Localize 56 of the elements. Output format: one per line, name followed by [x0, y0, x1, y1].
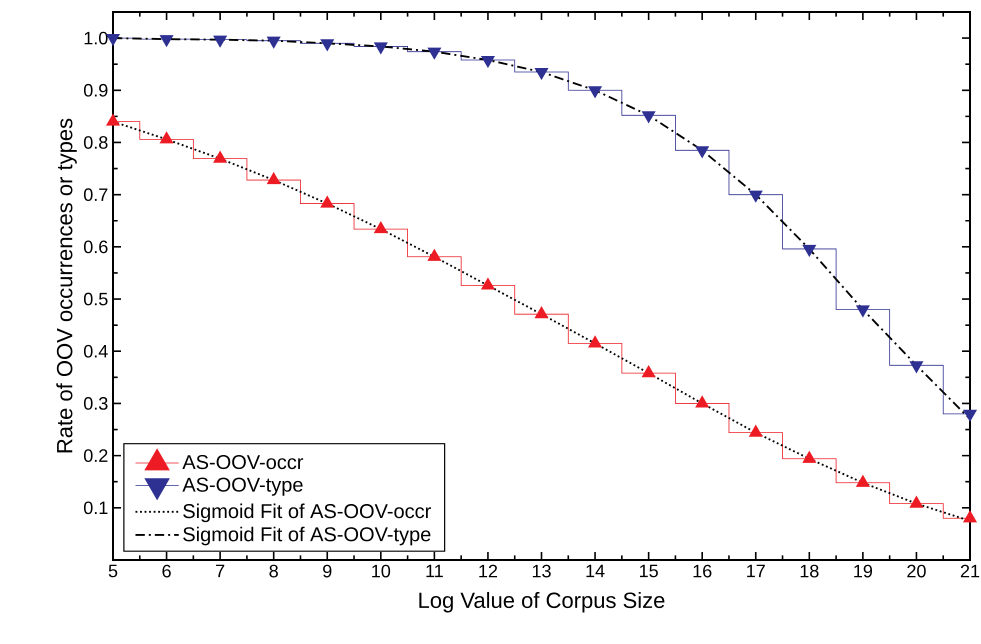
point [534, 68, 548, 80]
y-tick-label: 0.6 [84, 240, 108, 254]
point [588, 336, 602, 348]
point [642, 111, 656, 124]
point [213, 36, 227, 48]
point [802, 451, 816, 463]
y-tick-label: 0.1 [84, 501, 108, 514]
point [963, 510, 977, 522]
legend-label: AS-OOV-occr [182, 454, 304, 470]
point [749, 190, 763, 202]
point [749, 424, 763, 437]
point [695, 396, 709, 408]
x-tick-label: 9 [323, 564, 332, 578]
y-tick-label: 0.7 [84, 188, 108, 202]
x-tick-label: 7 [216, 564, 224, 578]
point [374, 42, 388, 54]
y-tick-label: 0.3 [84, 397, 108, 410]
y-axis-title: Rate of OOV occurrences or types [56, 118, 77, 452]
point [266, 36, 280, 48]
x-tick-label: 18 [800, 564, 819, 578]
y-tick-label: 1.0 [84, 32, 108, 44]
point [481, 278, 495, 290]
point [160, 35, 174, 47]
point [642, 365, 656, 378]
x-axis-title: Log Value of Corpus Size [419, 592, 664, 612]
x-tick-label: 12 [479, 564, 498, 578]
x-tick-label: 16 [694, 564, 712, 578]
point [910, 496, 924, 508]
point [481, 56, 495, 68]
y-tick-label: 0.5 [84, 292, 108, 306]
legend-label: AS-OOV-type [182, 478, 303, 496]
y-tick-label: 0.9 [84, 84, 108, 97]
point [856, 475, 870, 487]
x-tick-label: 15 [640, 564, 658, 578]
x-tick-label: 14 [586, 564, 605, 578]
x-tick-label: 21 [960, 564, 980, 578]
legend-label: Sigmoid Fit of AS-OOV-type [183, 526, 430, 546]
point [588, 86, 602, 98]
x-tick-label: 17 [747, 564, 765, 578]
x-tick-label: 10 [372, 564, 390, 578]
y-tick-label: 0.8 [84, 136, 108, 149]
x-tick-label: 20 [907, 564, 926, 578]
y-tick-label: 0.2 [84, 449, 108, 462]
point [534, 306, 548, 318]
point [106, 34, 120, 46]
point [320, 39, 334, 52]
x-tick-label: 6 [162, 564, 171, 578]
point [695, 146, 709, 158]
point [428, 48, 442, 60]
x-tick-label: 8 [269, 564, 278, 578]
x-tick-label: 19 [854, 564, 872, 578]
y-tick-label: 0.4 [84, 344, 108, 358]
legend-label: Sigmoid Fit of AS-OOV-occr [183, 504, 431, 522]
x-tick-label: 13 [532, 564, 551, 578]
x-tick-label: 11 [426, 564, 443, 578]
x-tick-label: 5 [108, 564, 118, 578]
